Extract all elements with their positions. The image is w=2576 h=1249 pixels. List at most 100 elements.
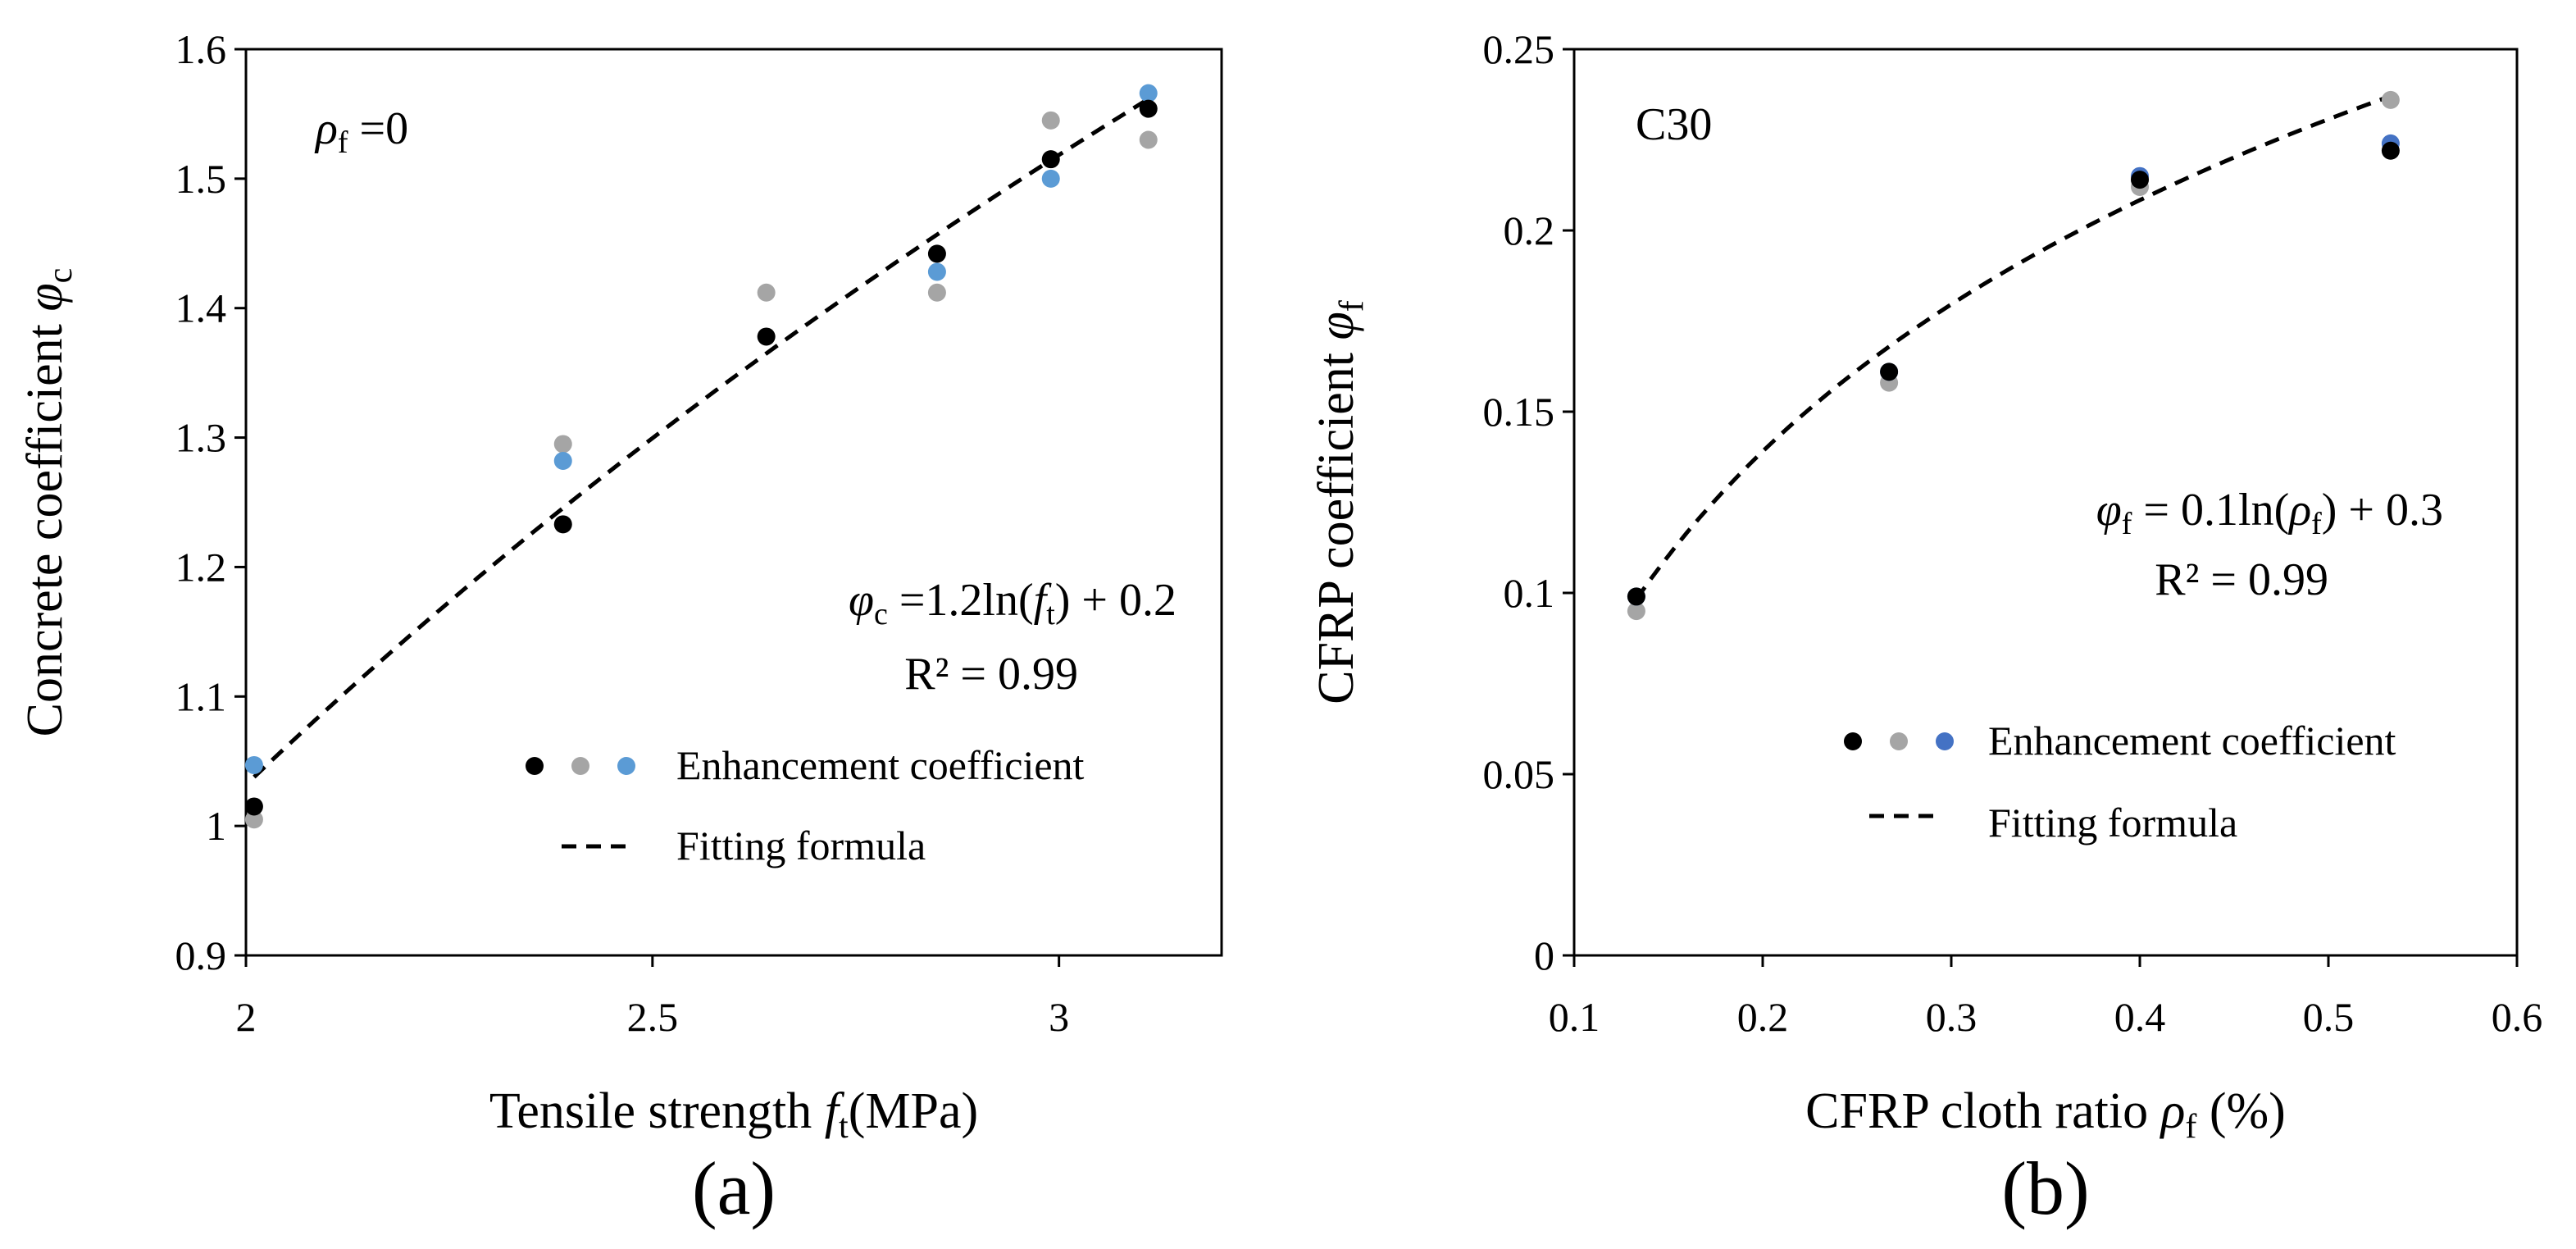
y-axis-label: Concrete coefficient φc​ xyxy=(17,268,80,737)
x-axis-label-text: Tensile strength xyxy=(489,1083,825,1139)
equation-mid: = 0.1ln( xyxy=(2132,485,2289,536)
y-tick-label: 0.2 xyxy=(1504,207,1555,253)
y-tick-label: 0.9 xyxy=(175,932,227,978)
x-axis-label-text: CFRP cloth ratio xyxy=(1805,1083,2160,1139)
fit-curve xyxy=(253,97,1150,779)
y-tick-label: 0.15 xyxy=(1483,389,1555,435)
legend-line-label: Fitting formula xyxy=(1988,800,2237,846)
equation-arg-sub: t xyxy=(1046,597,1055,631)
y-tick-label: 1.2 xyxy=(175,544,227,590)
chart-panel-b: 0 0.05 0.1 0.15 0.2 0.25 0.1 0.2 0.3 0.4 0.5 0.6 C30… xyxy=(1308,26,2542,1230)
plot-frame xyxy=(1572,48,2519,957)
y-tick-label: 1.4 xyxy=(175,285,227,331)
y-tick-label: 1.5 xyxy=(175,156,227,202)
x-tick-label: 0.3 xyxy=(1926,994,1978,1040)
equation-lhs-sub: f xyxy=(2122,507,2132,541)
data-point-gray xyxy=(1139,130,1158,149)
y-axis-label-sub: c xyxy=(42,268,80,284)
data-point-black xyxy=(2131,171,2149,189)
data-point-black xyxy=(1041,150,1060,169)
legend-marker-black xyxy=(526,757,544,775)
y-axis-label-sub: f xyxy=(1333,300,1371,312)
x-tick-label: 0.6 xyxy=(2492,994,2543,1040)
equation-end: ) + 0.3 xyxy=(2322,485,2443,536)
legend-marker-gray xyxy=(571,757,589,775)
y-axis-label-text: Concrete coefficient xyxy=(17,312,73,737)
equation-lhs-var: φ xyxy=(849,575,874,626)
data-point-gray xyxy=(757,283,776,302)
x-axis-label-unit: (%) xyxy=(2196,1083,2285,1139)
x-tick-label: 0.4 xyxy=(2114,994,2166,1040)
x-tick-label: 0.5 xyxy=(2303,994,2355,1040)
data-point-black xyxy=(927,244,946,263)
data-point-gray xyxy=(927,283,946,302)
data-point-black xyxy=(553,515,572,534)
data-point-black xyxy=(1880,362,1899,381)
legend-scatter-label: Enhancement coefficient xyxy=(1988,718,2396,764)
y-tick-label: 0 xyxy=(1534,932,1554,978)
panel-label: (b) xyxy=(2001,1146,2089,1230)
legend-line-label: Fitting formula xyxy=(676,823,926,868)
fit-equation: φc​ =1.2ln(ft​) + 0.2 xyxy=(849,575,1176,631)
equation-arg-sub: f xyxy=(2311,507,2322,541)
r-squared: R² = 0.99 xyxy=(2155,554,2328,605)
x-tick-label: 0.2 xyxy=(1737,994,1789,1040)
x-axis-label-sub: t xyxy=(839,1108,849,1146)
equation-lhs-sub: c xyxy=(874,597,888,631)
x-axis-label-unit: (MPa) xyxy=(849,1083,978,1139)
data-point-blue xyxy=(927,262,946,281)
x-tick-label: 2 xyxy=(236,994,257,1040)
equation-end: ) + 0.2 xyxy=(1055,575,1176,626)
panel-label: (a) xyxy=(692,1146,776,1230)
x-axis-label-sub: f xyxy=(2185,1108,2196,1146)
y-tick-label: 0.1 xyxy=(1504,570,1555,616)
y-axis-label-text: CFRP coefficient xyxy=(1308,340,1364,704)
data-point-blue xyxy=(244,755,263,774)
fit-equation: φf​ = 0.1ln(ρf​) + 0.3 xyxy=(2096,485,2443,541)
y-tick-label: 0.05 xyxy=(1483,751,1555,797)
legend-scatter-label: Enhancement coefficient xyxy=(676,742,1085,788)
data-point-blue xyxy=(1139,84,1158,103)
equation-mid: =1.2ln( xyxy=(888,575,1034,626)
data-point-gray xyxy=(244,810,263,829)
x-axis-label: Tensile strength ft​(MPa) xyxy=(489,1083,978,1146)
data-point-black xyxy=(2381,141,2400,160)
y-axis-label-var: φ xyxy=(17,283,73,311)
data-point-gray xyxy=(2381,90,2400,109)
equation-arg-var: ρ xyxy=(2287,485,2311,536)
data-point-black xyxy=(244,797,263,816)
y-tick-label: 1.3 xyxy=(175,415,227,461)
legend-marker-blue xyxy=(617,757,635,775)
y-tick-label: 1 xyxy=(206,803,226,849)
legend-marker-black xyxy=(1844,732,1862,750)
data-point-blue xyxy=(553,451,572,470)
annotation-rest: =0 xyxy=(348,103,409,154)
plot-frame xyxy=(244,48,1223,957)
panel-annotation: ρf​ =0 xyxy=(314,103,408,160)
legend-marker-gray xyxy=(1890,732,1908,750)
x-tick-label: 2.5 xyxy=(627,994,679,1040)
x-axis-label: CFRP cloth ratio ρf​ (%) xyxy=(1805,1083,2286,1146)
data-point-blue xyxy=(1041,169,1060,188)
x-tick-label: 0.1 xyxy=(1549,994,1600,1040)
r-squared: R² = 0.99 xyxy=(904,649,1078,700)
annotation-sub: f xyxy=(338,125,348,160)
y-tick-label: 1.1 xyxy=(175,673,227,719)
y-tick-label: 0.25 xyxy=(1483,26,1555,72)
data-point-black xyxy=(1627,587,1645,606)
panel-annotation: C30 xyxy=(1636,99,1712,150)
annotation-var: ρ xyxy=(314,103,338,154)
data-point-black xyxy=(757,327,776,346)
data-point-gray xyxy=(1041,111,1060,130)
y-tick-label: 1.6 xyxy=(175,26,227,72)
data-point-black xyxy=(1139,99,1158,118)
x-axis-label-var: ρ xyxy=(2160,1083,2186,1139)
legend-marker-blue xyxy=(1936,732,1954,750)
data-point-gray xyxy=(1627,602,1645,621)
chart-panel-a: 0.9 1 1.1 1.2 1.3 1.4 1.5 1.6 2 2.5 3 ρf​ =0 φc​ =1.… xyxy=(17,26,1223,1230)
equation-lhs-var: φ xyxy=(2096,485,2122,536)
y-axis-label: CFRP coefficient φf​ xyxy=(1308,300,1371,704)
x-tick-label: 3 xyxy=(1049,994,1069,1040)
data-point-gray xyxy=(553,435,572,454)
